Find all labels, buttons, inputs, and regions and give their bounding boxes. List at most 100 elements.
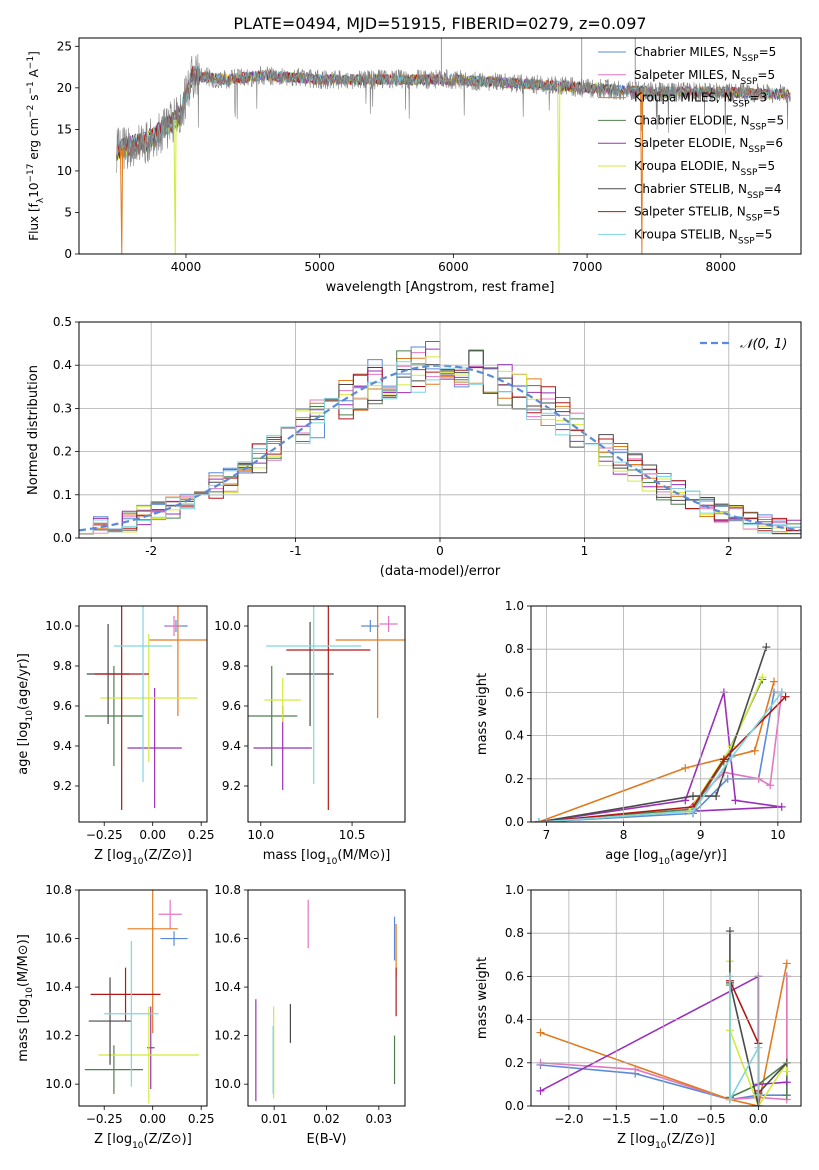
x-tick-label: -2	[145, 544, 157, 558]
axes-weight_vs_Z: −2.0 −1.5 −1.0 −0.5 0.0 0.0 0.2 0.4 0.6 0.8 1.0 Z […	[475, 883, 802, 1151]
model-dropout	[557, 86, 561, 254]
legend-entry: Chabrier ELODIE, NSSP=5	[634, 113, 784, 132]
legend-entry: Kroupa MILES, NSSP=3	[634, 91, 767, 110]
axes-age_vs_mass: 10.0 10.5 9.2 9.4 9.6 9.8 10.0 mass [log10(M/M⊙…	[214, 605, 406, 867]
y-tick-label: 0.0	[505, 1099, 524, 1113]
y-tick-label: 10.6	[214, 932, 241, 946]
x-tick-label: 0.02	[313, 1112, 340, 1126]
label-part: Salpeter ELODIE, N	[634, 136, 748, 150]
x-axis-label: mass [log10(M/M⊙)]	[263, 848, 391, 867]
x-tick-label: 10.0	[247, 828, 274, 842]
weight-marker	[536, 1028, 545, 1037]
x-tick-label: −2.0	[554, 1112, 583, 1126]
errorbar-point	[84, 1045, 143, 1094]
x-tick-label: −0.25	[86, 828, 123, 842]
label-part: mass [log	[263, 848, 326, 863]
axes-spectrum: 4000 5000 6000 7000 8000 0 5 10 15 20 25 wavelength…	[26, 37, 802, 295]
model-dropout	[173, 119, 177, 254]
plot-area	[534, 643, 790, 822]
x-axis-label: (data-model)/error	[380, 564, 501, 579]
label-part: =4	[764, 182, 782, 196]
plot-area	[248, 606, 405, 810]
x-tick-label: 2	[725, 544, 733, 558]
x-tick-label: 0.00	[139, 1112, 166, 1126]
x-tick-label: 0.03	[365, 1112, 392, 1126]
label-part: (age/yr)]	[16, 653, 31, 710]
errorbar-point	[98, 1006, 200, 1104]
x-tick-label: 10	[770, 828, 785, 842]
y-axis-label: Flux [fλ10−17 erg cm−2 s−1 A−1]	[26, 51, 46, 241]
y-tick-label: 9.2	[53, 779, 72, 793]
y-tick-label: 10	[57, 164, 72, 178]
y-tick-label: 10.0	[45, 1077, 72, 1091]
label-part: mass [log	[16, 999, 31, 1062]
axes-frame	[530, 889, 802, 1107]
label-part: mass weight	[475, 957, 490, 1039]
axes-frame	[78, 321, 802, 539]
model-dropout	[119, 148, 124, 254]
x-tick-label: 5000	[304, 260, 335, 274]
errorbar-point	[264, 678, 301, 722]
legend-entry: Kroupa STELIB, NSSP=5	[634, 227, 772, 246]
y-tick-label: 0.2	[505, 1056, 524, 1070]
x-tick-label: 8000	[706, 260, 737, 274]
label-part: =6	[765, 136, 783, 150]
errorbar-point	[160, 931, 188, 946]
label-part: erg cm	[27, 118, 41, 164]
y-tick-label: 15	[57, 122, 72, 136]
weight-series-line	[729, 931, 788, 1106]
x-tick-label: 0.25	[188, 1112, 215, 1126]
label-part: SSP	[741, 168, 758, 178]
y-tick-label: 0	[64, 247, 72, 261]
label-part: −2	[26, 105, 36, 118]
errorbar-point	[286, 606, 371, 810]
x-tick-label: -1	[290, 544, 302, 558]
weight-marker	[681, 764, 690, 772]
label-part: =5	[757, 159, 775, 173]
label-part: 10	[27, 183, 41, 198]
x-tick-label: −1.0	[649, 1112, 678, 1126]
label-part: Normed distribution	[26, 365, 41, 495]
label-part: Kroupa ELODIE, N	[634, 159, 741, 173]
weight-marker	[536, 1086, 545, 1095]
label-part: Z [log	[94, 848, 132, 863]
observed-spectrum	[116, 54, 791, 173]
errorbar-point	[104, 940, 159, 1087]
y-tick-label: 0.0	[505, 815, 524, 829]
label-part: (age/yr)]	[670, 848, 727, 863]
legend-entry: Chabrier MILES, NSSP=5	[634, 45, 776, 64]
errorbar-point	[335, 606, 405, 718]
errorbar-point	[113, 606, 173, 782]
label-part: 10	[132, 1141, 144, 1151]
axes-age_vs_Z: −0.25 0.00 0.259.29.49.69.810.0Z [log10(Z/…	[16, 605, 215, 867]
y-tick-label: 9.2	[222, 779, 241, 793]
errorbar-point	[158, 899, 182, 929]
plot-area	[84, 606, 207, 810]
weight-marker	[727, 753, 736, 762]
weight-marker	[725, 927, 734, 936]
label-part: mass weight	[475, 673, 490, 755]
weight-marker	[758, 673, 767, 682]
weight-marker	[762, 643, 771, 652]
label-part: s	[27, 95, 41, 105]
x-tick-label: 1	[581, 544, 589, 558]
y-tick-label: 10.8	[214, 883, 241, 897]
x-tick-label: 4000	[171, 260, 202, 274]
y-tick-label: 9.6	[222, 699, 241, 713]
label-part: 10	[658, 857, 670, 867]
x-tick-label: −0.25	[86, 1112, 123, 1126]
y-tick-label: 9.4	[222, 739, 241, 753]
label-part: Flux [f	[27, 202, 41, 240]
y-tick-label: 20	[57, 81, 72, 95]
x-tick-label: 0	[436, 544, 444, 558]
y-tick-label: 0.2	[53, 445, 72, 459]
errorbar-point	[266, 606, 362, 784]
label-part: (Z/Z⊙)]	[144, 1132, 192, 1147]
x-tick-label: 0.25	[188, 828, 215, 842]
errorbar-point	[146, 1006, 155, 1090]
y-axis-label: mass [log10(M/M⊙)]	[16, 934, 35, 1062]
errorbar-point	[127, 688, 182, 808]
x-tick-label: 7	[543, 828, 551, 842]
